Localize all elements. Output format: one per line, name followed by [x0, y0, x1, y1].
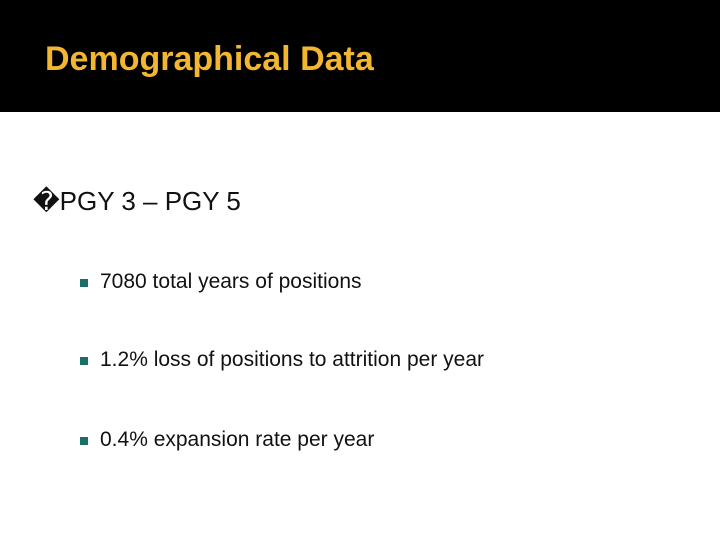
- title-band: [0, 0, 720, 112]
- slide-title: Demographical Data: [45, 40, 374, 78]
- sub-bullet: 7080 total years of positions: [100, 270, 362, 293]
- bullet: �PGY 3 – PGY 5: [33, 186, 241, 216]
- sub-bullet: 1.2% loss of positions to attrition per …: [100, 348, 485, 371]
- sub-bullet: 0.4% expansion rate per year: [100, 428, 375, 451]
- bullet-marker: [80, 279, 88, 287]
- bullet-marker: [80, 437, 88, 445]
- bullet-marker: [80, 357, 88, 365]
